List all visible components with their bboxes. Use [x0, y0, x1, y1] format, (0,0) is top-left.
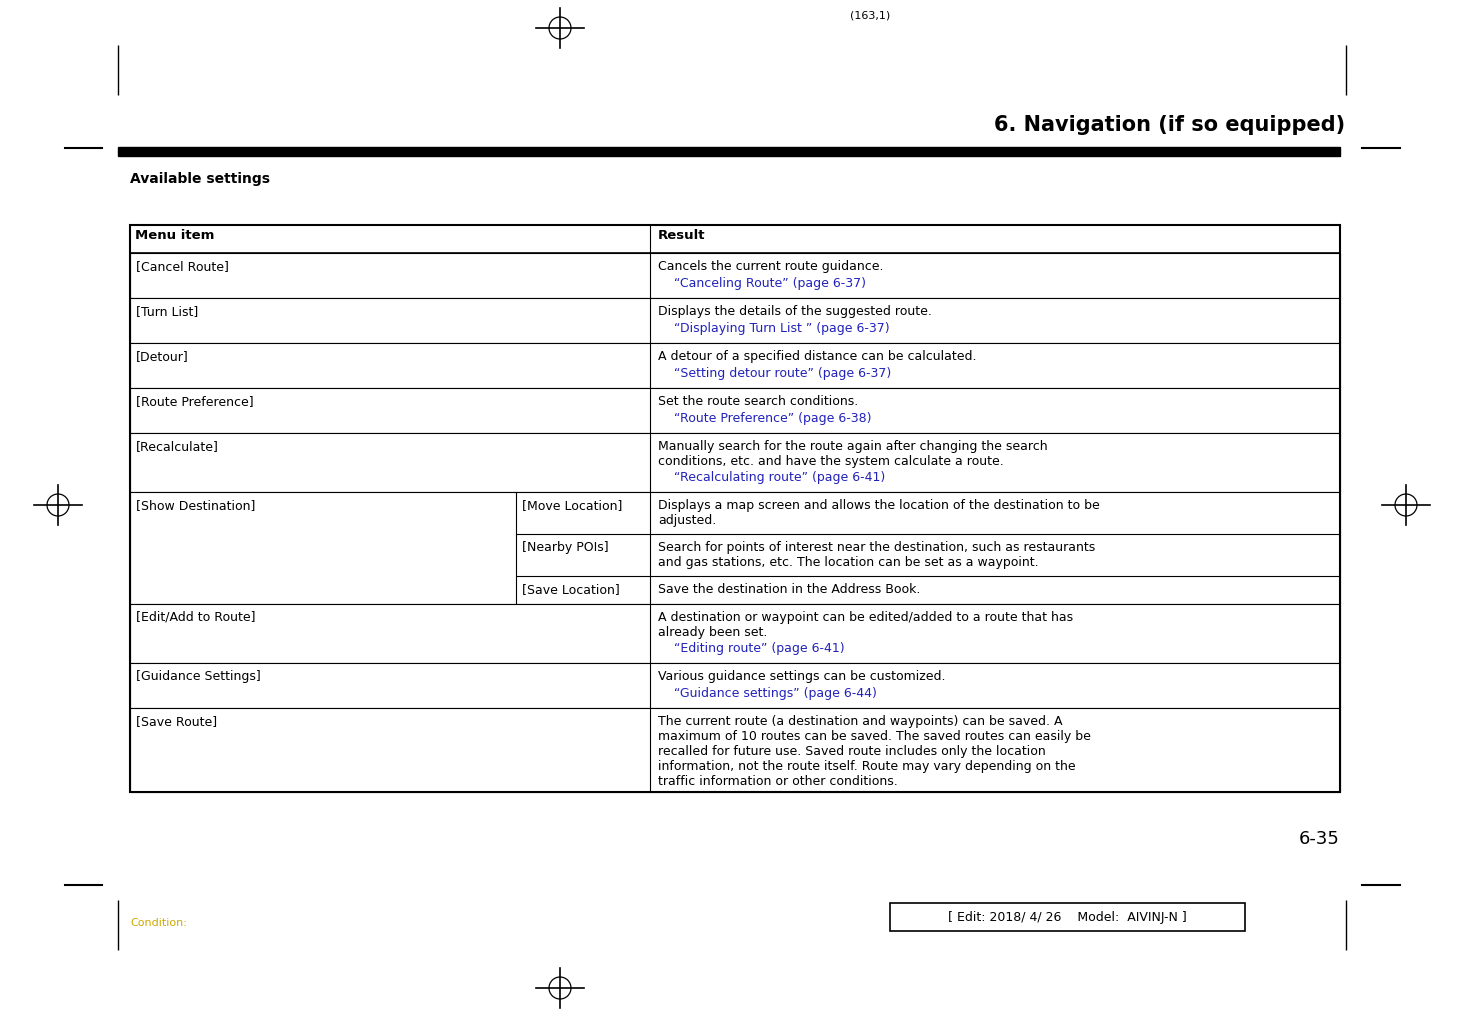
Bar [890, 903, 1244, 931]
Text: [ Edit: 2018/ 4/ 26    Model:  AIVINJ-N ]: [ Edit: 2018/ 4/ 26 Model: AIVINJ-N ] [949, 910, 1187, 923]
Text: [Cancel Route]: [Cancel Route] [136, 260, 228, 273]
Bar [130, 252, 1340, 298]
Text: Displays a map screen and allows the location of the destination to be
adjusted.: Displays a map screen and allows the loc… [657, 499, 1099, 527]
Bar [130, 225, 1340, 252]
Text: [Edit/Add to Route]: [Edit/Add to Route] [136, 611, 256, 624]
Text: “Canceling Route” (page 6-37): “Canceling Route” (page 6-37) [657, 277, 867, 290]
Text: Condition:: Condition: [130, 918, 187, 928]
Text: “Route Preference” (page 6-38): “Route Preference” (page 6-38) [657, 412, 871, 425]
Text: A destination or waypoint can be edited/added to a route that has
already been s: A destination or waypoint can be edited/… [657, 611, 1073, 639]
Text: [Save Location]: [Save Location] [523, 583, 619, 596]
Text: Set the route search conditions.: Set the route search conditions. [657, 395, 858, 408]
Text: [Save Route]: [Save Route] [136, 715, 217, 728]
Bar [130, 343, 1340, 388]
Text: “Editing route” (page 6-41): “Editing route” (page 6-41) [657, 642, 845, 655]
Text: “Displaying Turn List ” (page 6-37): “Displaying Turn List ” (page 6-37) [657, 322, 890, 335]
Text: Search for points of interest near the destination, such as restaurants
and gas : Search for points of interest near the d… [657, 541, 1095, 569]
Text: “Guidance settings” (page 6-44): “Guidance settings” (page 6-44) [657, 687, 877, 700]
Text: Save the destination in the Address Book.: Save the destination in the Address Book… [657, 583, 921, 596]
Text: [Guidance Settings]: [Guidance Settings] [136, 670, 261, 683]
Text: Menu item: Menu item [135, 229, 214, 242]
Bar [130, 225, 1340, 792]
Text: 6. Navigation (if so equipped): 6. Navigation (if so equipped) [994, 115, 1345, 135]
Bar [119, 147, 1340, 156]
Text: A detour of a specified distance can be calculated.: A detour of a specified distance can be … [657, 350, 976, 363]
Text: 6-35: 6-35 [1299, 830, 1340, 848]
Text: Manually search for the route again after changing the search
conditions, etc. a: Manually search for the route again afte… [657, 440, 1048, 468]
Bar [130, 492, 1340, 604]
Text: [Move Location]: [Move Location] [523, 499, 622, 512]
Text: Cancels the current route guidance.: Cancels the current route guidance. [657, 260, 883, 273]
Bar [130, 663, 1340, 708]
Text: Available settings: Available settings [130, 172, 269, 186]
Bar [130, 604, 1340, 663]
Text: “Setting detour route” (page 6-37): “Setting detour route” (page 6-37) [657, 367, 892, 380]
Bar [130, 388, 1340, 433]
Bar [130, 708, 1340, 792]
Text: Result: Result [657, 229, 706, 242]
Text: (163,1): (163,1) [851, 10, 890, 20]
Text: [Show Destination]: [Show Destination] [136, 499, 255, 512]
Text: “Recalculating route” (page 6-41): “Recalculating route” (page 6-41) [657, 471, 886, 484]
Bar [130, 298, 1340, 343]
Text: [Recalculate]: [Recalculate] [136, 440, 220, 453]
Text: Various guidance settings can be customized.: Various guidance settings can be customi… [657, 670, 946, 683]
Text: Displays the details of the suggested route.: Displays the details of the suggested ro… [657, 305, 933, 318]
Text: [Route Preference]: [Route Preference] [136, 395, 253, 408]
Bar [130, 433, 1340, 492]
Text: [Detour]: [Detour] [136, 350, 189, 363]
Text: [Turn List]: [Turn List] [136, 305, 198, 318]
Text: [Nearby POIs]: [Nearby POIs] [523, 541, 609, 554]
Text: The current route (a destination and waypoints) can be saved. A
maximum of 10 ro: The current route (a destination and way… [657, 715, 1091, 788]
